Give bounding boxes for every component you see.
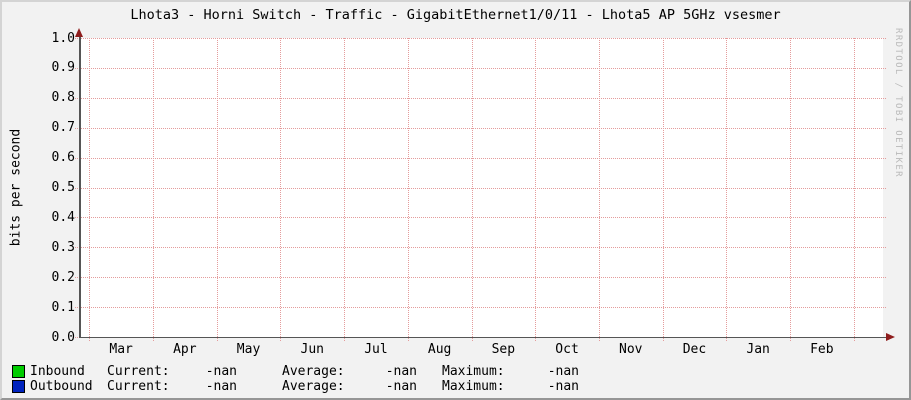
- legend-stat-name: Maximum:: [442, 379, 505, 394]
- h-gridline: [75, 277, 886, 279]
- v-gridline: [853, 38, 855, 341]
- y-tick-label: 0.6: [51, 150, 75, 166]
- rrdtool-watermark: RRDTOOL / TOBI OETIKER: [893, 28, 903, 179]
- legend-swatch-outbound: [12, 380, 25, 393]
- x-tick-label: Aug: [427, 342, 452, 357]
- x-tick-label: Apr: [173, 342, 197, 357]
- y-tick-label: 0.4: [51, 209, 75, 225]
- h-gridline: [75, 307, 886, 309]
- y-axis-arrow-icon: [75, 28, 83, 37]
- h-gridline: [75, 67, 886, 69]
- x-tick-label: Feb: [810, 342, 834, 357]
- x-tick-label: Sep: [491, 342, 516, 357]
- x-tick-label: Dec: [682, 342, 707, 357]
- legend-stat-value: -nan: [385, 379, 417, 394]
- h-gridline: [75, 127, 886, 129]
- v-gridline: [598, 38, 600, 341]
- y-tick-label: 1.0: [51, 30, 75, 46]
- v-gridline: [344, 38, 346, 341]
- y-axis-line: [79, 33, 81, 338]
- v-gridline: [153, 38, 154, 341]
- legend-stat-value: -nan: [547, 379, 579, 394]
- y-tick-label: 0.0: [51, 329, 75, 345]
- h-gridline: [75, 247, 886, 249]
- legend-stat-name: Current:: [107, 364, 170, 379]
- v-gridline: [89, 38, 91, 341]
- v-gridline: [662, 38, 664, 341]
- legend-series-label: Inbound: [30, 364, 85, 379]
- y-tick-label: 0.9: [51, 60, 75, 76]
- x-axis-arrow-icon: [886, 333, 895, 341]
- y-tick-label: 0.3: [51, 239, 75, 255]
- legend-swatch-inbound: [12, 365, 25, 378]
- x-tick-label: Jun: [300, 342, 324, 357]
- legend-stat-name: Current:: [107, 379, 170, 394]
- v-gridline: [407, 38, 409, 341]
- v-gridline: [471, 38, 473, 341]
- legend-stat-name: Maximum:: [442, 364, 505, 379]
- y-tick-label: 0.8: [51, 90, 75, 106]
- x-tick-label: May: [236, 342, 261, 357]
- v-gridline: [726, 38, 728, 341]
- x-tick-label: Jan: [746, 342, 770, 357]
- v-gridline: [280, 38, 282, 341]
- legend-row-outbound: Outbound Current: -nan Average: -nan Maximum:…: [2, 379, 909, 394]
- y-tick-label: 0.7: [51, 120, 75, 136]
- v-gridline: [216, 38, 218, 341]
- x-tick-label: Oct: [555, 342, 579, 357]
- legend-stat-value: -nan: [205, 364, 237, 379]
- legend-stat-value: -nan: [385, 364, 417, 379]
- v-gridline: [790, 38, 791, 341]
- legend-row-inbound: Inbound Current: -nan Average: -nan Maximum: -…: [2, 364, 909, 379]
- h-gridline: [75, 157, 886, 159]
- x-tick-label: Nov: [619, 342, 643, 357]
- y-tick-label: 0.2: [51, 269, 75, 285]
- v-gridline: [535, 38, 537, 341]
- x-tick-label: Mar: [109, 342, 133, 357]
- x-tick-label: Jul: [364, 342, 388, 357]
- h-gridline: [75, 38, 886, 39]
- x-axis-line: [79, 336, 887, 338]
- y-tick-label: 0.5: [51, 180, 75, 195]
- h-gridline: [75, 187, 886, 189]
- legend-stat-name: Average:: [282, 364, 345, 379]
- legend-stat-name: Average:: [282, 379, 345, 394]
- legend-series-label: Outbound: [30, 379, 93, 394]
- legend-stat-value: -nan: [205, 379, 237, 394]
- legend-stat-value: -nan: [547, 364, 579, 379]
- y-tick-label: 0.1: [51, 299, 75, 315]
- graph-title: Lhota3 - Horni Switch - Traffic - Gigabi…: [130, 7, 781, 23]
- h-gridline: [75, 217, 886, 219]
- h-gridline: [75, 97, 886, 99]
